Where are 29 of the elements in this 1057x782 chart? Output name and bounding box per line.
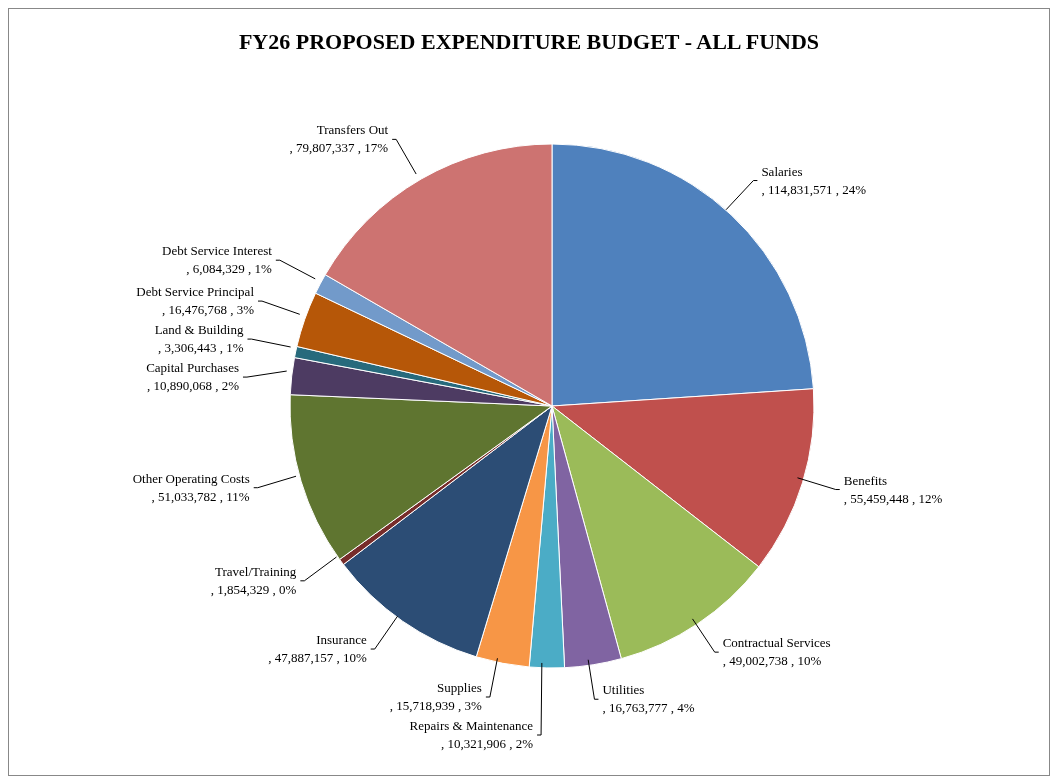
data-label: , 16,476,768 , 3%	[161, 302, 255, 318]
data-label: , 1,854,329 , 0%	[210, 581, 297, 597]
data-label: , 114,831,571 , 24%	[761, 181, 867, 197]
slice-label: Transfers Out	[316, 122, 389, 138]
data-label: , 3,306,443 , 1%	[157, 340, 244, 356]
data-label: , 51,033,782 , 11%	[151, 488, 250, 504]
slice-label: Benefits	[843, 472, 888, 488]
data-label: , 10,890,068 , 2%	[146, 378, 240, 394]
data-label: , 49,002,738 , 10%	[722, 653, 822, 669]
data-label: , 10,321,906 , 2%	[440, 736, 534, 751]
slice-label: Other Operating Costs	[132, 470, 250, 486]
slice-label: Repairs & Maintenance	[409, 718, 534, 733]
data-label: , 15,718,939 , 3%	[389, 698, 483, 713]
slice-label: Travel/Training	[214, 563, 297, 579]
data-label: , 47,887,157 , 10%	[268, 650, 367, 666]
slice-label: Contractual Services	[722, 635, 831, 651]
chart-title: FY26 PROPOSED EXPENDITURE BUDGET - ALL FUNDS	[237, 29, 821, 55]
slice-label: Debt Service Interest	[162, 243, 273, 259]
slice-label: Capital Purchases	[146, 360, 239, 376]
data-label: , 6,084,329 , 1%	[186, 261, 272, 277]
slice-label: Supplies	[437, 680, 482, 695]
data-label: , 79,807,337 , 17%	[289, 140, 389, 156]
slice-label: Utilities	[602, 682, 645, 698]
slice-label: Salaries	[761, 163, 803, 179]
data-label: , 16,763,777 , 4%	[602, 700, 695, 716]
slice-label: Insurance	[316, 632, 367, 648]
slice-label: Debt Service Principal	[136, 284, 255, 300]
data-label: , 55,459,448 , 12%	[843, 490, 943, 506]
slice-label: Land & Building	[154, 322, 244, 338]
